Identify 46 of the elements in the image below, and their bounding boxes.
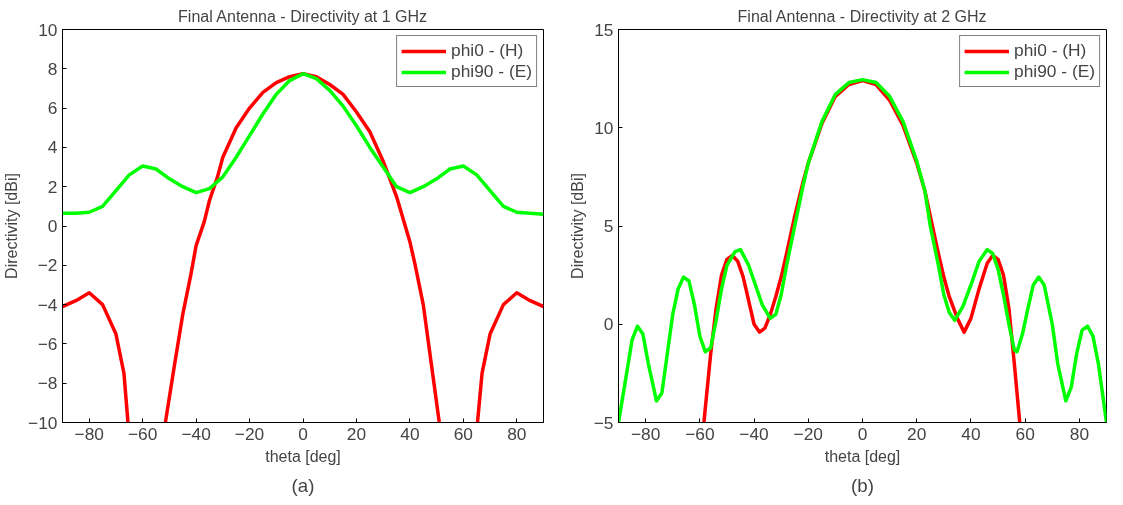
x-tick-label: 0 — [857, 423, 868, 444]
x-tick-label: −40 — [739, 423, 769, 444]
chart-title: Final Antenna - Directivity at 2 GHz — [737, 7, 987, 25]
x-tick-label: −60 — [127, 423, 158, 444]
x-tick-label: 80 — [507, 423, 527, 444]
x-tick-label: 40 — [961, 423, 981, 444]
y-axis-title: Directivity [dBi] — [568, 173, 586, 279]
x-tick-label: 40 — [400, 423, 420, 444]
legend-label: phi90 - (E) — [451, 61, 532, 82]
x-tick-label: −60 — [685, 423, 715, 444]
y-tick-label: 10 — [38, 19, 58, 40]
x-axis-title: theta [deg] — [824, 447, 901, 465]
y-tick-label: 0 — [603, 314, 614, 335]
text: (b) — [851, 474, 874, 496]
text: (a) — [291, 474, 315, 496]
y-tick-label: 15 — [594, 19, 614, 40]
y-tick-label: 6 — [47, 98, 58, 119]
y-tick-label: 10 — [594, 117, 614, 138]
y-tick-label: 8 — [47, 58, 58, 79]
y-tick-label: −10 — [28, 412, 58, 433]
x-tick-label: 20 — [346, 423, 367, 444]
x-tick-label: 0 — [298, 423, 308, 444]
x-tick-label: −20 — [234, 423, 265, 444]
x-tick-label: −40 — [181, 423, 211, 444]
y-tick-label: −4 — [37, 294, 58, 315]
legend-label: phi0 - (H) — [451, 40, 524, 61]
x-tick-label: 80 — [1069, 423, 1090, 444]
y-tick-label: 0 — [47, 216, 58, 236]
x-tick-label: 60 — [1015, 423, 1035, 444]
y-tick-label: 2 — [47, 176, 58, 197]
x-tick-label: −80 — [74, 423, 104, 444]
legend-label: phi90 - (E) — [1014, 61, 1095, 82]
x-tick-label: 60 — [453, 423, 473, 444]
y-tick-label: −2 — [37, 255, 58, 276]
x-tick-label: −80 — [630, 423, 661, 444]
x-tick-label: 20 — [907, 423, 927, 444]
legend-label: phi0 - (H) — [1014, 40, 1087, 61]
y-tick-label: −8 — [37, 373, 58, 394]
chart-title: Final Antenna - Directivity at 1 GHz — [178, 7, 428, 25]
y-tick-label: −5 — [593, 412, 614, 433]
y-axis-title: Directivity [dBi] — [3, 173, 21, 279]
x-tick-label: −20 — [793, 423, 823, 444]
y-tick-label: 5 — [603, 216, 614, 236]
y-tick-label: 4 — [47, 137, 58, 158]
y-tick-label: −6 — [37, 333, 58, 354]
x-axis-title: theta [deg] — [265, 447, 341, 465]
